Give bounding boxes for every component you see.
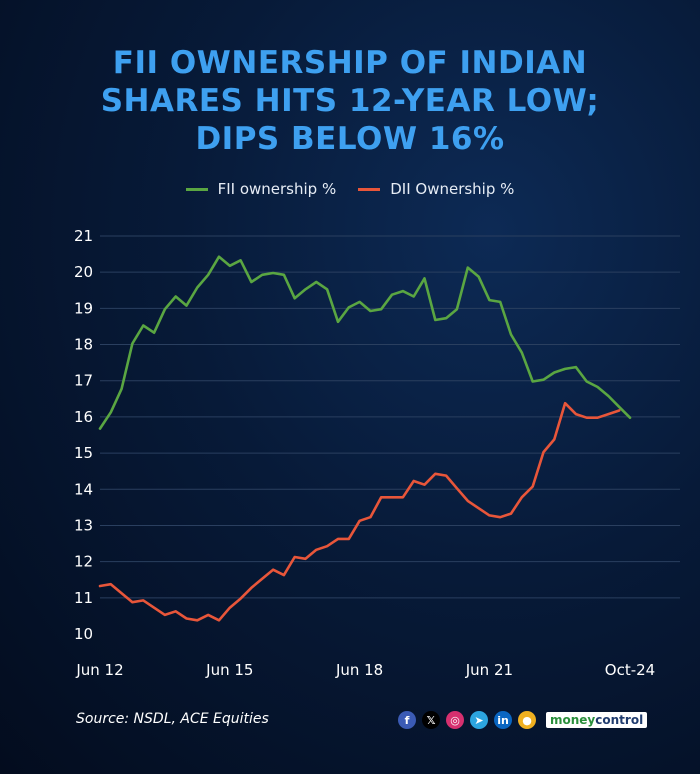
social-links: f 𝕏 ◎ ➤ in ● moneycontrol	[398, 711, 648, 729]
y-tick-label: 19	[74, 299, 93, 317]
title-line-3: DIPS BELOW 16%	[195, 121, 505, 157]
x-icon[interactable]: 𝕏	[422, 711, 440, 729]
legend-swatch-fii	[185, 187, 208, 191]
fii-ownership-line	[98, 255, 632, 430]
legend-label-fii: FII ownership %	[217, 180, 337, 198]
y-tick-label: 15	[74, 444, 93, 462]
x-tick-label: Jun 15	[205, 661, 253, 679]
legend-label-dii: DII Ownership %	[390, 180, 515, 198]
y-tick-label: 13	[74, 516, 93, 534]
x-tick-label: Jun 21	[465, 661, 513, 679]
x-tick-label: Jun 12	[75, 661, 123, 679]
telegram-icon[interactable]: ➤	[470, 711, 488, 729]
legend-item-dii: DII Ownership %	[358, 180, 514, 198]
brand-money: money	[550, 713, 596, 727]
title-line-2: SHARES HITS 12-YEAR LOW;	[100, 83, 600, 119]
y-tick-label: 16	[74, 408, 93, 426]
y-tick-label: 21	[74, 227, 93, 245]
y-tick-label: 14	[74, 480, 93, 498]
legend-item-fii: FII ownership %	[185, 180, 337, 198]
source-note: Source: NSDL, ACE Equities	[76, 711, 269, 727]
koo-icon[interactable]: ●	[518, 711, 536, 729]
instagram-icon[interactable]: ◎	[446, 711, 464, 729]
chart-title: FII OWNERSHIP OF INDIAN SHARES HITS 12-Y…	[0, 44, 700, 158]
y-tick-label: 20	[74, 263, 93, 281]
dii-ownership-line	[98, 401, 621, 622]
facebook-icon[interactable]: f	[398, 711, 416, 729]
y-tick-label: 17	[74, 372, 93, 390]
chart-legend: FII ownership % DII Ownership %	[0, 180, 700, 198]
legend-swatch-dii	[358, 187, 381, 191]
title-line-1: FII OWNERSHIP OF INDIAN	[112, 45, 588, 81]
brand-control: control	[595, 713, 644, 727]
y-tick-label: 10	[74, 625, 93, 643]
linkedin-icon[interactable]: in	[494, 711, 512, 729]
y-tick-label: 12	[74, 553, 93, 571]
y-tick-label: 18	[74, 336, 93, 354]
y-tick-label: 11	[74, 589, 93, 607]
moneycontrol-logo[interactable]: moneycontrol	[546, 712, 648, 728]
x-tick-label: Jun 18	[335, 661, 383, 679]
x-tick-label: Oct-24	[605, 661, 655, 679]
